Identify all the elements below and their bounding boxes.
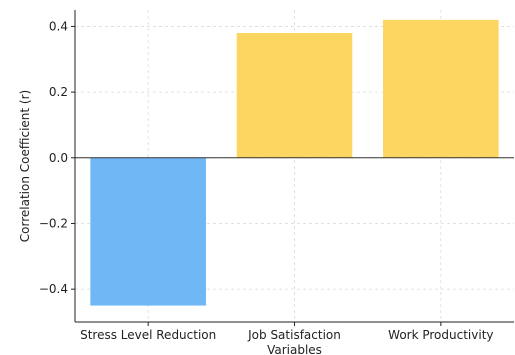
- y-tick-label: −0.2: [39, 216, 68, 230]
- bar: [383, 19, 499, 158]
- x-tick-label: Job Satisfaction: [247, 328, 341, 342]
- bars: [90, 19, 499, 306]
- y-tick-label: 0.4: [49, 19, 68, 33]
- axes: [71, 10, 514, 326]
- tick-labels: −0.4 −0.2 0.0 0.2 0.4 Stress Level Reduction J…: [39, 19, 494, 342]
- y-tick-label: −0.4: [39, 282, 68, 296]
- x-axis-title: Variables: [267, 343, 322, 355]
- y-tick-label: 0.2: [49, 85, 68, 99]
- y-tick-label: 0.0: [49, 151, 68, 165]
- x-tick-label: Stress Level Reduction: [80, 328, 216, 342]
- bar: [236, 32, 353, 158]
- y-axis-title: Correlation Coefficient (r): [18, 90, 32, 242]
- x-tick-label: Work Productivity: [388, 328, 493, 342]
- bar: [90, 157, 206, 306]
